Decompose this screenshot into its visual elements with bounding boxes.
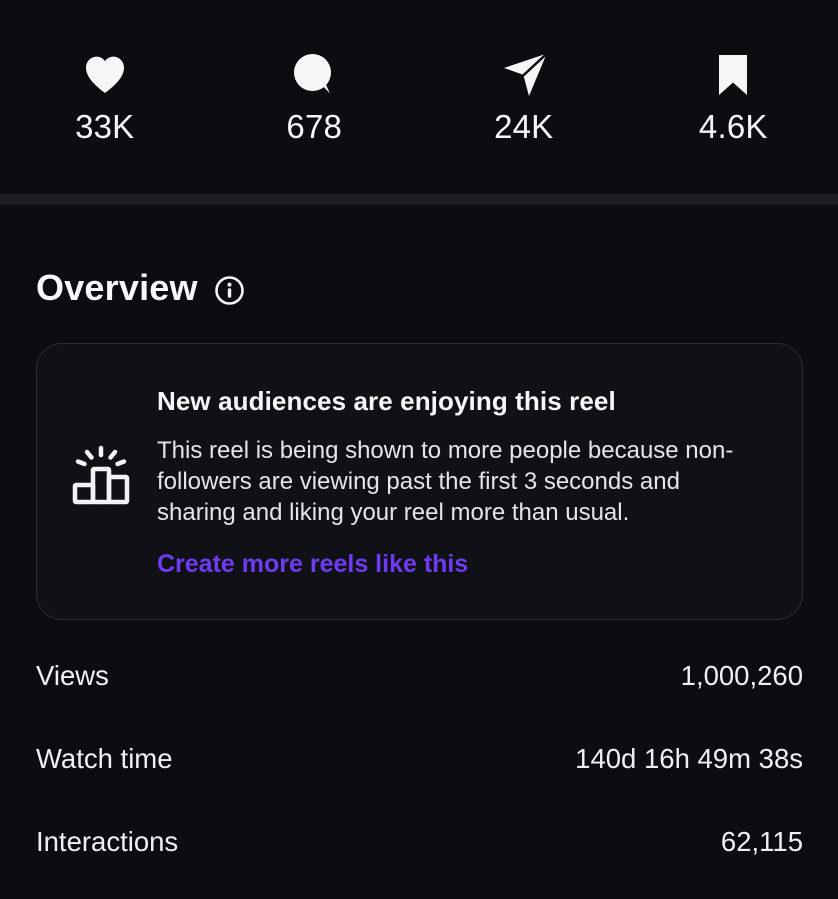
engagement-stats-bar: 33K 678 24K 4.6K: [0, 0, 838, 193]
comments-count: 678: [286, 108, 343, 145]
comments-stat[interactable]: 678: [210, 52, 420, 146]
section-divider: [0, 193, 838, 205]
shares-count: 24K: [494, 108, 554, 145]
metric-label: Views: [36, 659, 109, 691]
metric-value: 1,000,260: [680, 659, 803, 691]
bookmark-icon: [716, 52, 750, 98]
heart-icon: [83, 52, 127, 98]
page-title: Overview: [36, 267, 198, 308]
comment-icon: [291, 52, 337, 98]
metric-row-interactions: Interactions 62,115: [36, 800, 803, 883]
likes-count: 33K: [75, 108, 135, 145]
saves-stat[interactable]: 4.6K: [629, 52, 838, 146]
metrics-list: Views 1,000,260 Watch time 140d 16h 49m …: [0, 634, 838, 883]
metric-row-watch-time: Watch time 140d 16h 49m 38s: [36, 717, 803, 800]
trending-podium-icon: [69, 386, 133, 579]
metric-value: 62,115: [720, 825, 803, 857]
create-more-reels-link[interactable]: Create more reels like this: [157, 550, 469, 578]
likes-stat[interactable]: 33K: [0, 52, 210, 146]
overview-section: Overview New audi: [0, 267, 838, 620]
shares-stat[interactable]: 24K: [419, 52, 629, 146]
insight-content: New audiences are enjoying this reel Thi…: [157, 386, 764, 579]
share-icon: [501, 52, 547, 98]
info-icon[interactable]: [214, 271, 245, 306]
metric-label: Watch time: [36, 742, 173, 774]
insight-body: This reel is being shown to more people …: [157, 437, 734, 526]
saves-count: 4.6K: [698, 108, 768, 145]
insight-card: New audiences are enjoying this reel Thi…: [36, 343, 803, 620]
metric-row-views: Views 1,000,260: [36, 634, 803, 717]
metric-label: Interactions: [36, 825, 179, 857]
insight-title: New audiences are enjoying this reel: [157, 386, 616, 416]
metric-value: 140d 16h 49m 38s: [575, 742, 803, 774]
overview-header: Overview: [36, 267, 802, 309]
